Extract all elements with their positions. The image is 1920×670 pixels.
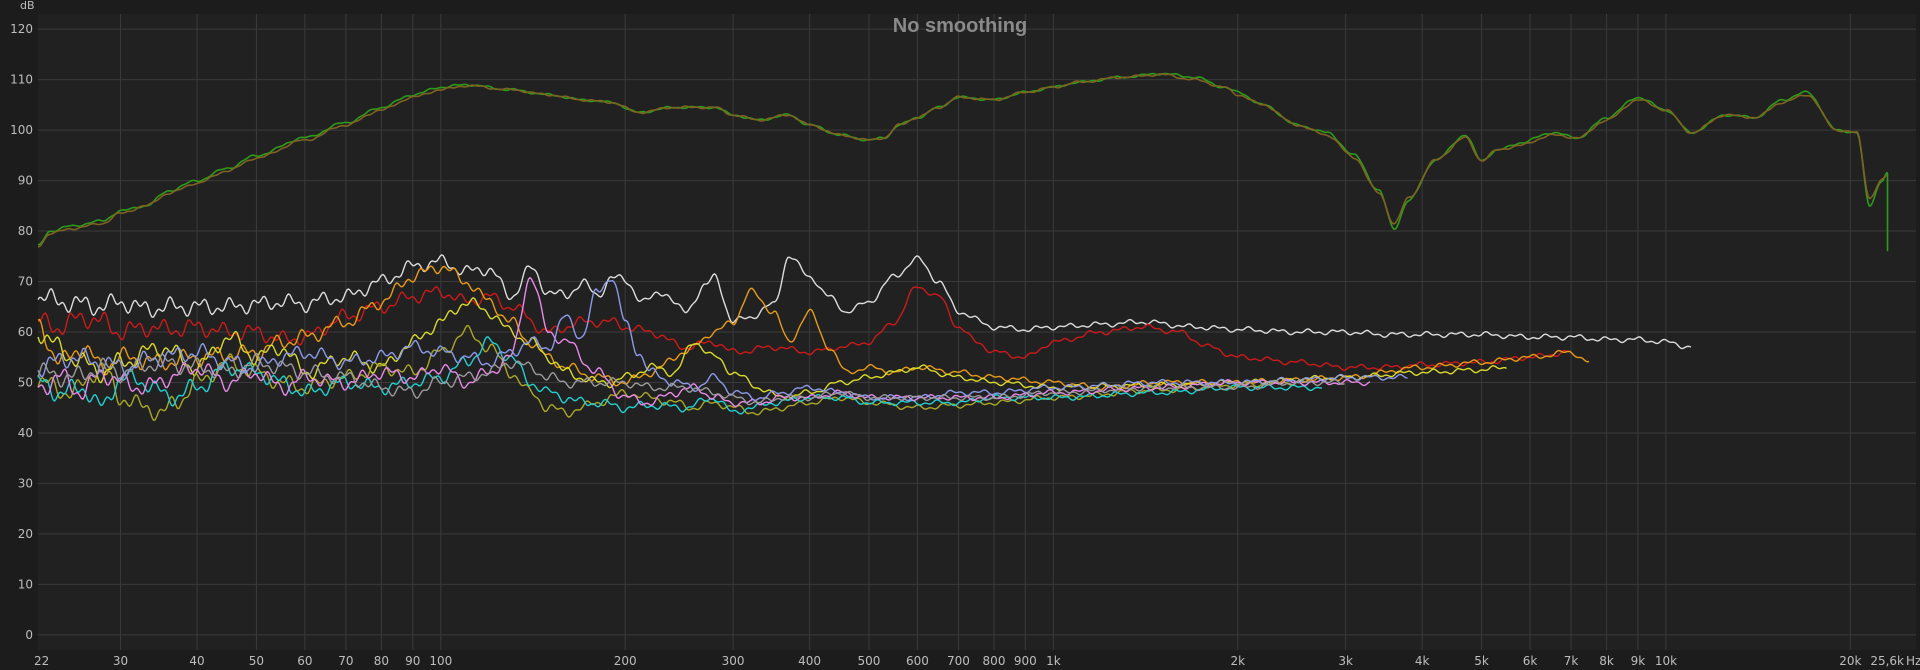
response-curve [37,352,1345,406]
y-tick-label: 120 [10,22,33,36]
y-axis-unit-label: dB [20,0,35,12]
x-tick-label: 100 [429,654,452,668]
response-curve [37,336,1323,415]
x-tick-label: 10k [1655,654,1677,668]
x-tick-label: 700 [947,654,970,668]
x-axis-unit-label: Hz [1906,654,1920,668]
x-tick-label: 800 [983,654,1006,668]
x-tick-label: 70 [338,654,353,668]
x-tick-label: 25,6k [1870,654,1904,668]
y-tick-label: 50 [18,375,33,389]
response-curve [37,276,1371,408]
x-tick-label: 8k [1599,654,1614,668]
y-tick-label: 20 [18,527,33,541]
y-tick-label: 110 [10,73,33,87]
y-tick-label: 100 [10,123,33,137]
x-tick-label: 400 [798,654,821,668]
x-tick-label: 500 [858,654,881,668]
x-tick-label: 900 [1014,654,1037,668]
y-tick-label: 60 [18,325,33,339]
x-tick-label: 50 [249,654,264,668]
y-tick-label: 30 [18,476,33,490]
x-tick-label: 90 [405,654,420,668]
chart-title: No smoothing [893,15,1027,37]
y-tick-label: 70 [18,275,33,289]
x-axis: 22 30 40 50 60 70 80 90 100 200 300 400 500 600 700 800… [34,654,1904,668]
x-tick-label: 2k [1230,654,1245,668]
y-tick-label: 80 [18,224,33,238]
x-tick-label: 300 [722,654,745,668]
x-tick-label: 200 [614,654,637,668]
curves-layer [37,72,1889,421]
response-curve [37,254,1692,350]
x-tick-label: 1k [1046,654,1061,668]
x-tick-label: 6k [1523,654,1538,668]
response-curve [37,280,1408,402]
x-tick-label: 30 [113,654,128,668]
x-tick-label: 80 [374,654,389,668]
y-axis: 0 10 20 30 40 50 60 70 80 90 100 110 120 [10,22,33,642]
x-tick-label: 7k [1564,654,1579,668]
response-curve [37,73,1888,248]
y-tick-label: 90 [18,174,33,188]
response-curve [37,286,1572,371]
y-tick-label: 40 [18,426,33,440]
x-tick-label: 3k [1338,654,1353,668]
x-tick-label: 4k [1415,654,1430,668]
x-tick-label: 9k [1631,654,1646,668]
x-tick-label: 20k [1839,654,1861,668]
x-tick-label: 60 [297,654,312,668]
x-tick-label: 600 [906,654,929,668]
x-tick-label: 22 [34,654,49,668]
x-tick-label: 40 [189,654,204,668]
y-tick-label: 10 [18,577,33,591]
x-tick-label: 5k [1474,654,1489,668]
y-tick-label: 0 [25,628,33,642]
